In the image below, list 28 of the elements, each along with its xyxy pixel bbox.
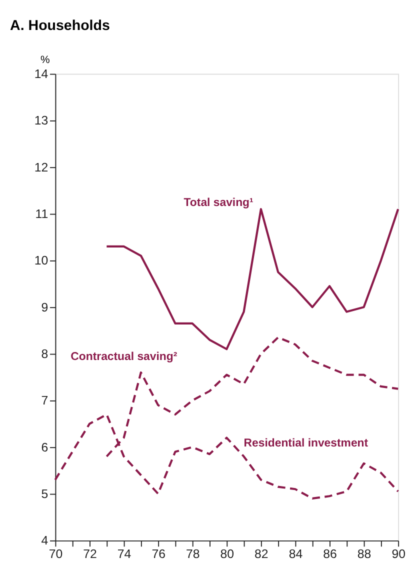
- series-label: Residential investment: [244, 437, 368, 450]
- x-tick-label: 74: [117, 547, 132, 562]
- x-tick-label: 86: [323, 547, 337, 562]
- x-tick-label: 76: [152, 547, 166, 562]
- x-tick-label: 90: [392, 547, 406, 562]
- y-tick-label: 13: [34, 114, 48, 128]
- y-tick-label: 10: [34, 254, 48, 268]
- y-tick-label: 5: [41, 487, 48, 502]
- y-tick-label: 11: [35, 207, 48, 222]
- y-tick-label: 9: [41, 300, 48, 314]
- x-tick-label: 70: [48, 547, 63, 562]
- x-tick-label: 88: [357, 547, 372, 562]
- series-label: Total saving¹: [184, 196, 254, 209]
- line-series: [106, 208, 400, 350]
- x-tick-label: 72: [83, 547, 97, 562]
- y-tick-label: 14: [34, 67, 48, 82]
- x-tick-label: 82: [254, 547, 268, 562]
- text: Contractual saving²: [70, 350, 178, 363]
- chart-title: A. Households: [10, 18, 110, 34]
- y-tick-label: 7: [41, 394, 48, 408]
- y-tick-label: 12: [34, 160, 48, 174]
- y-tick-label: 8: [41, 347, 48, 362]
- y-tick-label: 4: [41, 534, 48, 548]
- y-tick-label: 6: [41, 440, 48, 454]
- x-tick-label: 84: [288, 547, 303, 562]
- x-tick-label: 80: [220, 547, 234, 562]
- x-tick-label: 78: [186, 547, 200, 562]
- y-axis-title: %: [40, 54, 50, 66]
